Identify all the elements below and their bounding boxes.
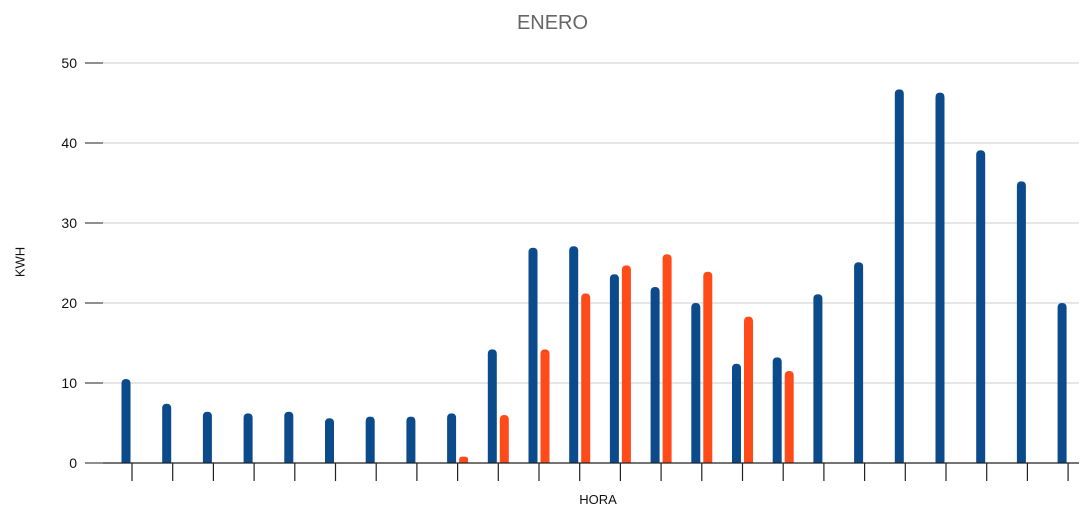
bar-series-1: [406, 416, 416, 463]
bar-series-1: [854, 262, 864, 463]
bar-series-1: [243, 413, 253, 463]
y-tick-label: 0: [69, 455, 77, 471]
bar-series-2: [499, 415, 509, 463]
x-axis-label: HORA: [579, 492, 617, 507]
bar-series-1: [202, 411, 212, 463]
bar-series-1: [487, 349, 497, 463]
bar-series-2: [459, 456, 469, 463]
gridlines: [103, 62, 1079, 384]
bar-series-1: [569, 246, 579, 463]
y-tick-label: 20: [61, 295, 77, 311]
bar-series-1: [894, 89, 904, 464]
y-tick-label: 30: [61, 215, 77, 231]
bar-series-1: [772, 357, 782, 463]
bar-series-1: [1057, 303, 1067, 463]
bar-series-2: [540, 349, 550, 463]
bar-series-1: [935, 92, 945, 463]
bar-series-1: [1016, 181, 1026, 463]
bar-series-1: [976, 150, 986, 463]
y-tick-label: 40: [61, 135, 77, 151]
bar-series-1: [609, 274, 619, 463]
bar-series-2: [703, 271, 713, 463]
bar-series-2: [581, 293, 591, 463]
bar-series-2: [784, 371, 794, 463]
bar-series-2: [744, 316, 753, 463]
bar-series-1: [813, 294, 823, 463]
axes: 0 10 20 30 40 50: [61, 55, 1079, 481]
bar-series-1: [284, 411, 294, 463]
bar-series-1: [325, 418, 334, 463]
bars: [121, 89, 1067, 464]
y-tick-label: 10: [61, 375, 77, 391]
y-tick-label: 50: [61, 55, 77, 71]
bar-series-2: [662, 254, 672, 463]
bar-series-1: [650, 287, 660, 463]
bar-series-1: [447, 413, 457, 463]
bar-series-1: [121, 379, 131, 463]
bar-series-1: [691, 303, 701, 463]
bar-series-1: [528, 247, 538, 463]
bar-series-1: [732, 363, 741, 463]
bar-series-2: [621, 265, 631, 463]
chart-title: ENERO: [516, 12, 589, 34]
bar-series-1: [162, 403, 172, 463]
bar-series-1: [365, 416, 375, 463]
